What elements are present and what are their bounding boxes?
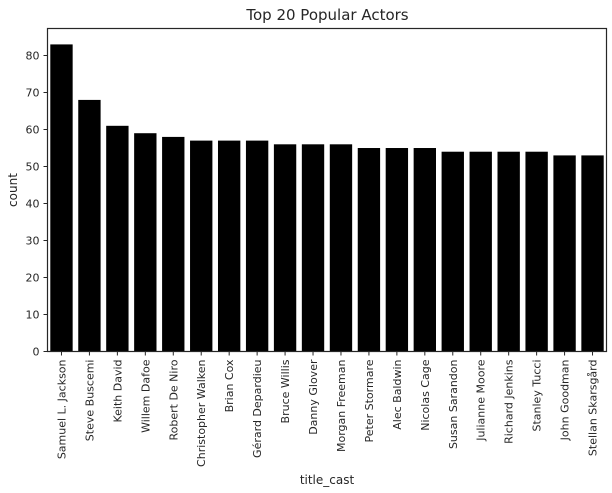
bar-17 (525, 151, 548, 352)
x-tick-label-2: Keith David (111, 360, 124, 423)
y-tick-label-7: 70 (26, 87, 40, 100)
bar-7 (245, 140, 269, 352)
x-axis: Samuel L. Jackson Steve Buscemi Keith Davi… (55, 351, 600, 467)
y-axis-label: count (6, 173, 20, 207)
x-tick-label-11: Peter Stormare (363, 359, 376, 442)
x-tick-label-0: Samuel L. Jackson (55, 359, 68, 459)
x-tick-label-15: Julianne Moore (475, 359, 488, 442)
bar-6 (217, 140, 241, 352)
y-axis: 0 10 20 30 40 50 60 70 80 (26, 50, 48, 359)
y-tick-label-1: 10 (26, 309, 40, 322)
bar-18 (553, 155, 576, 352)
bar-14 (441, 151, 464, 352)
x-tick-label-12: Alec Baldwin (391, 359, 404, 429)
y-tick-label-6: 60 (26, 124, 40, 137)
y-tick-label-0: 0 (33, 346, 40, 359)
bar-13 (413, 148, 436, 352)
y-tick-label-5: 50 (26, 161, 40, 174)
x-tick-label-18: John Goodman (559, 359, 572, 441)
x-tick-label-10: Morgan Freeman (335, 359, 348, 452)
plot-frame (46, 27, 608, 353)
bar-3 (134, 133, 157, 352)
x-tick-label-5: Christopher Walken (195, 359, 208, 466)
x-tick-label-16: Richard Jenkins (503, 359, 516, 444)
x-tick-label-17: Stanley Tucci (531, 360, 544, 432)
x-tick-label-9: Danny Glover (307, 359, 320, 435)
chart-title: Top 20 Popular Actors (245, 6, 408, 24)
bar-0 (50, 44, 73, 352)
x-tick-label-13: Nicolas Cage (419, 359, 432, 430)
bar-2 (106, 125, 129, 352)
bar-9 (301, 144, 325, 352)
bar-16 (497, 151, 520, 352)
bar-4 (162, 136, 185, 352)
bar-19 (581, 155, 604, 352)
x-tick-label-7: Gérard Depardieu (251, 360, 264, 458)
x-axis-label: title_cast (300, 473, 355, 487)
y-tick-label-2: 20 (26, 272, 40, 285)
bar-1 (78, 99, 101, 352)
x-tick-label-1: Steve Buscemi (83, 360, 96, 442)
x-tick-label-3: Willem Dafoe (139, 359, 152, 433)
x-tick-label-4: Robert De Niro (167, 359, 180, 440)
bar-10 (329, 144, 353, 352)
x-tick-label-6: Brian Cox (223, 359, 236, 412)
x-tick-label-8: Bruce Willis (279, 359, 292, 423)
x-tick-label-19: Stellan Skarsgård (587, 360, 600, 457)
y-tick-label-3: 30 (26, 235, 40, 248)
y-tick-label-8: 80 (26, 50, 40, 63)
bar-15 (469, 151, 492, 352)
y-tick-label-4: 40 (26, 198, 40, 211)
bar-12 (385, 148, 409, 352)
bar-8 (273, 144, 297, 352)
x-tick-label-14: Susan Sarandon (447, 359, 460, 449)
bar-11 (357, 148, 381, 352)
bar-5 (190, 140, 213, 352)
bars (50, 44, 604, 352)
